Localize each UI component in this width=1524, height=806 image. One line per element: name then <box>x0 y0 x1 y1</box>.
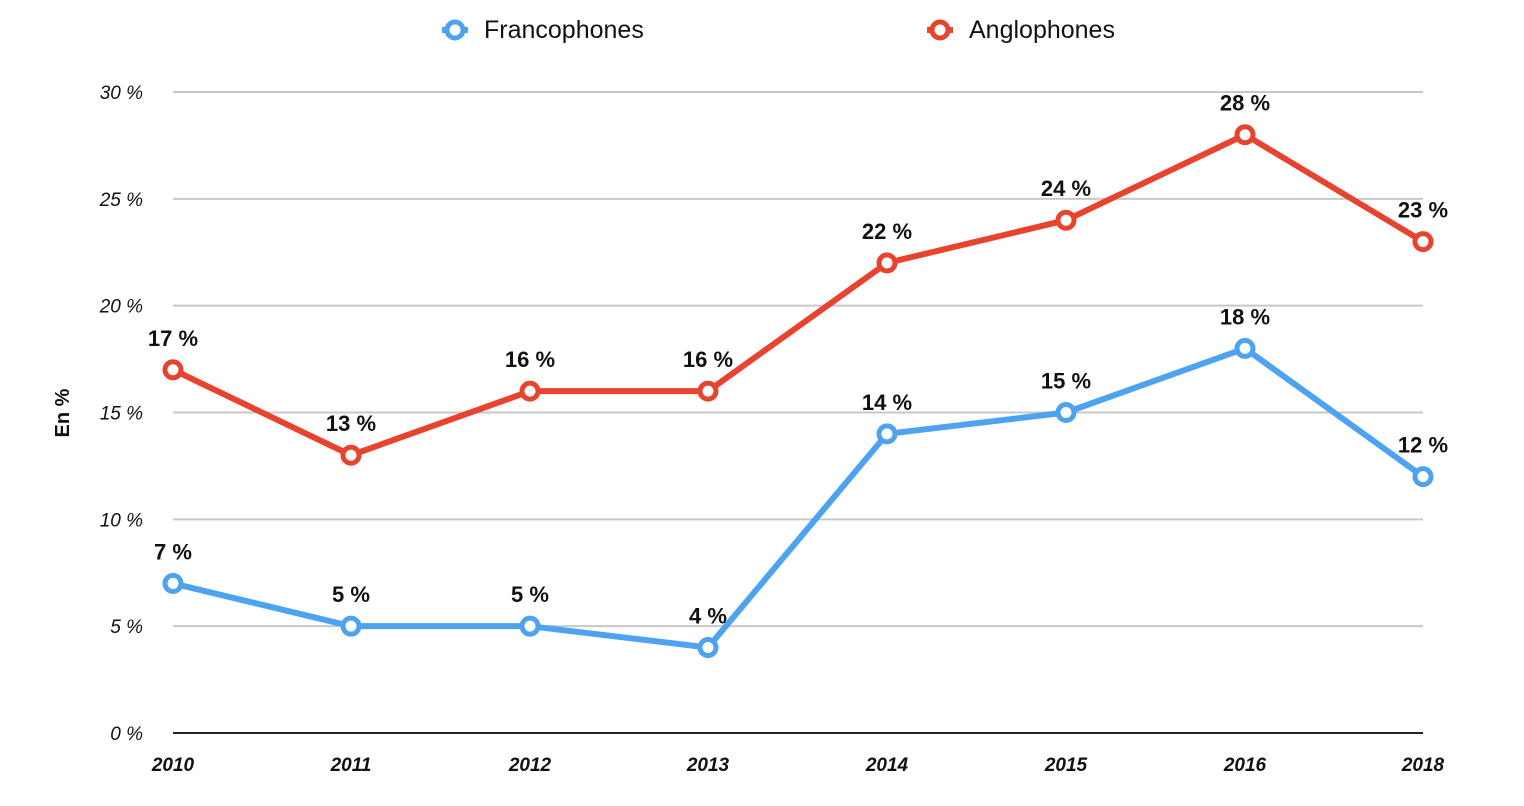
x-axis-ticks: 2010 2011 2012 2013 2014 2015 2016 2018 <box>151 755 1445 776</box>
legend-item: Anglophones <box>927 16 1115 44</box>
legend-label: Anglophones <box>969 16 1115 44</box>
data-point <box>1412 231 1434 253</box>
data-point <box>519 615 541 637</box>
data-point <box>162 359 184 381</box>
data-label: 5 % <box>511 582 549 607</box>
y-tick-label: 0 % <box>110 724 143 745</box>
data-label: 18 % <box>1220 304 1270 329</box>
y-tick-label: 5 % <box>110 617 143 638</box>
legend: Francophones Anglophones <box>442 16 1115 44</box>
data-label: 28 % <box>1220 91 1270 116</box>
data-point <box>697 637 719 659</box>
data-point <box>1234 337 1256 359</box>
data-label: 5 % <box>332 582 370 607</box>
legend-marker <box>444 19 466 41</box>
x-tick-label: 2014 <box>865 755 909 776</box>
data-point <box>1234 124 1256 146</box>
x-tick-label: 2015 <box>1044 755 1088 776</box>
x-tick-label: 2016 <box>1223 755 1267 776</box>
data-point <box>519 380 541 402</box>
data-point <box>1412 466 1434 488</box>
data-point <box>340 444 362 466</box>
y-tick-label: 20 % <box>99 297 143 318</box>
data-point <box>1055 402 1077 423</box>
series-francophones: 7 % 5 % 5 % 4 % 14 % 15 % 18 % 12 % <box>154 304 1448 659</box>
data-label: 7 % <box>154 539 192 564</box>
series-line <box>170 131 1426 459</box>
x-tick-label: 2013 <box>686 755 730 776</box>
data-point <box>162 572 184 594</box>
x-tick-label: 2018 <box>1401 755 1445 776</box>
x-tick-label: 2010 <box>151 755 195 776</box>
y-axis-label: En % <box>52 388 74 437</box>
y-tick-label: 15 % <box>100 404 143 425</box>
data-label: 14 % <box>862 390 912 415</box>
series-line <box>170 345 1426 651</box>
data-point <box>697 380 719 402</box>
data-label: 22 % <box>862 219 912 244</box>
data-label: 17 % <box>148 326 198 351</box>
x-tick-label: 2012 <box>508 755 552 776</box>
legend-item: Francophones <box>442 16 644 44</box>
data-label: 24 % <box>1041 176 1091 201</box>
data-point <box>876 252 898 274</box>
series-lines: 7 % 5 % 5 % 4 % 14 % 15 % 18 % 12 % 17 % 13 % 16 %… <box>148 91 1448 659</box>
data-label: 15 % <box>1041 369 1091 394</box>
legend-label: Francophones <box>484 16 644 44</box>
data-label: 12 % <box>1398 433 1448 458</box>
series-anglophones: 17 % 13 % 16 % 16 % 22 % 24 % 28 % 23 % <box>148 91 1448 466</box>
y-axis-ticks: 0 % 5 % 10 % 15 % 20 % 25 % 30 % <box>99 83 143 745</box>
y-tick-label: 25 % <box>99 190 143 211</box>
data-point <box>1055 209 1077 231</box>
legend-marker <box>929 19 951 41</box>
y-tick-label: 10 % <box>100 510 143 531</box>
data-label: 16 % <box>683 347 733 372</box>
x-tick-label: 2011 <box>330 755 372 776</box>
data-label: 16 % <box>505 347 555 372</box>
y-tick-label: 30 % <box>100 83 143 104</box>
data-point <box>876 423 898 445</box>
data-label: 13 % <box>326 411 376 436</box>
data-point <box>340 615 362 637</box>
data-label: 4 % <box>689 604 727 629</box>
data-label: 23 % <box>1398 198 1448 223</box>
